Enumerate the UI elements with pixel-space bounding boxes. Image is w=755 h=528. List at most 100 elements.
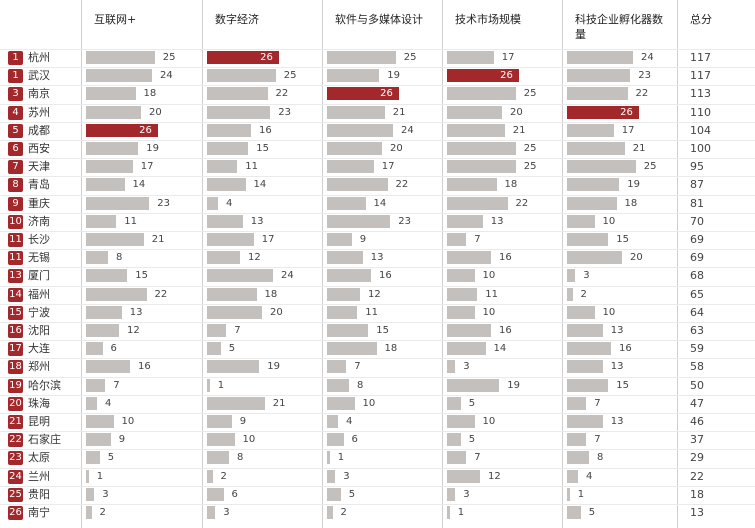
score-label: 19 bbox=[387, 70, 400, 82]
column-separator bbox=[677, 0, 678, 528]
score-bar bbox=[327, 87, 399, 101]
row-separator bbox=[0, 194, 755, 196]
score-bar bbox=[207, 469, 213, 483]
score-label: 15 bbox=[616, 234, 629, 245]
total-score: 95 bbox=[690, 160, 704, 174]
score-bar bbox=[447, 487, 456, 501]
score-bar bbox=[86, 178, 125, 192]
score-label: 20 bbox=[149, 106, 162, 118]
score-bar bbox=[447, 251, 491, 265]
city-name: 昆明 bbox=[28, 415, 50, 428]
score-label: 7 bbox=[474, 234, 481, 245]
rank-badge: 6 bbox=[8, 142, 23, 156]
score-label: 22 bbox=[515, 197, 529, 209]
score-bar bbox=[567, 51, 633, 64]
total-score: 117 bbox=[690, 51, 711, 64]
score-label: 11 bbox=[365, 306, 378, 318]
score-label: 20 bbox=[510, 106, 523, 118]
score-bar bbox=[567, 142, 625, 155]
total-score: 58 bbox=[690, 360, 704, 374]
score-label: 3 bbox=[223, 507, 230, 518]
score-bar bbox=[86, 342, 103, 356]
score-bar bbox=[86, 305, 122, 319]
score-label: 10 bbox=[121, 416, 135, 427]
score-bar bbox=[86, 415, 114, 428]
city-name: 苏州 bbox=[28, 105, 50, 119]
row-separator bbox=[0, 467, 755, 469]
rank-badge: 8 bbox=[8, 178, 23, 193]
score-bar bbox=[86, 123, 158, 137]
column-header: 数字经济 bbox=[215, 13, 259, 26]
score-label: 14 bbox=[132, 179, 146, 191]
score-bar bbox=[86, 451, 100, 465]
score-label: 26 bbox=[500, 70, 513, 82]
score-bar bbox=[327, 506, 333, 519]
score-bar bbox=[567, 469, 578, 483]
score-bar bbox=[86, 269, 128, 283]
score-bar bbox=[447, 214, 483, 228]
total-score: 63 bbox=[690, 324, 704, 337]
score-bar bbox=[567, 160, 636, 174]
score-bar bbox=[447, 360, 456, 374]
score-label: 23 bbox=[638, 70, 651, 82]
score-bar bbox=[447, 324, 491, 337]
score-label: 24 bbox=[401, 124, 414, 136]
score-label: 15 bbox=[376, 325, 389, 336]
score-bar bbox=[327, 378, 349, 392]
total-score: 110 bbox=[690, 105, 711, 119]
score-bar bbox=[86, 287, 147, 301]
row-separator bbox=[0, 340, 755, 342]
score-label: 7 bbox=[354, 361, 361, 373]
score-bar bbox=[86, 469, 89, 483]
column-header: 总分 bbox=[690, 13, 712, 26]
score-bar bbox=[327, 160, 374, 174]
row-separator bbox=[0, 140, 755, 141]
city-name: 厦门 bbox=[28, 269, 50, 283]
score-bar bbox=[567, 487, 570, 501]
score-bar bbox=[567, 433, 587, 447]
score-label: 17 bbox=[261, 234, 275, 245]
score-label: 1 bbox=[337, 452, 345, 464]
rank-badge: 13 bbox=[8, 269, 23, 284]
score-label: 24 bbox=[160, 70, 173, 82]
rank-badge: 11 bbox=[8, 233, 23, 247]
score-label: 26 bbox=[380, 88, 393, 100]
score-label: 16 bbox=[499, 325, 512, 336]
total-score: 13 bbox=[690, 506, 704, 519]
city-name: 宁波 bbox=[28, 305, 50, 319]
score-label: 10 bbox=[482, 416, 496, 427]
score-bar bbox=[207, 287, 257, 301]
score-label: 10 bbox=[602, 306, 616, 318]
rank-badge: 3 bbox=[8, 87, 23, 102]
total-score: 68 bbox=[690, 269, 704, 283]
score-bar bbox=[327, 487, 341, 501]
score-bar bbox=[567, 342, 611, 356]
score-bar bbox=[327, 469, 336, 483]
row-separator bbox=[0, 322, 755, 323]
score-bar bbox=[447, 105, 502, 119]
score-label: 20 bbox=[270, 306, 283, 318]
score-bar bbox=[447, 469, 480, 483]
score-bar bbox=[327, 324, 369, 337]
score-label: 3 bbox=[463, 488, 470, 500]
score-label: 17 bbox=[621, 124, 635, 136]
row-separator bbox=[0, 431, 755, 433]
total-score: 113 bbox=[690, 87, 711, 101]
total-score: 70 bbox=[690, 214, 704, 228]
score-bar bbox=[567, 105, 639, 119]
score-label: 2 bbox=[580, 288, 587, 300]
total-score: 65 bbox=[690, 287, 704, 301]
score-bar bbox=[86, 360, 130, 374]
score-label: 21 bbox=[272, 397, 286, 409]
row-separator bbox=[0, 85, 755, 87]
score-label: 15 bbox=[256, 143, 269, 154]
city-name: 南宁 bbox=[28, 506, 50, 519]
row-separator bbox=[0, 394, 755, 396]
score-bar bbox=[86, 233, 144, 246]
score-label: 12 bbox=[127, 325, 140, 336]
score-label: 1 bbox=[217, 379, 225, 391]
score-bar bbox=[447, 305, 475, 319]
score-bar bbox=[567, 287, 573, 301]
score-label: 9 bbox=[118, 434, 126, 446]
column-header: 互联网+ bbox=[94, 13, 137, 26]
